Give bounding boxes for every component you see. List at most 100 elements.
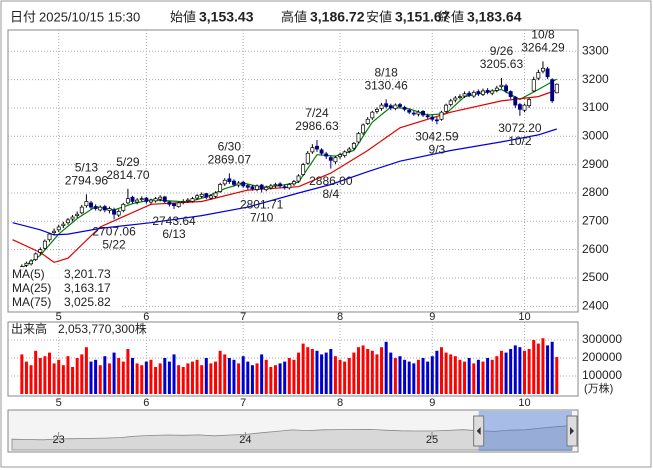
ma-line [12, 89, 558, 264]
candle-body [125, 198, 130, 204]
volume-bar [154, 367, 158, 394]
candle-body [365, 118, 370, 124]
candle-body [144, 197, 149, 202]
legend-value: 3,025.82 [64, 295, 111, 309]
volume-bar [315, 350, 319, 394]
y-tick-label: 3300 [582, 43, 609, 57]
volume-bar [476, 359, 480, 394]
candle-body [208, 195, 213, 199]
candle-body [204, 193, 209, 198]
volume-bar [75, 358, 79, 394]
candle-body [167, 201, 172, 205]
volume-bar [509, 349, 513, 394]
candle-body [70, 216, 75, 220]
candle-body [135, 199, 140, 203]
volume-bar [467, 358, 471, 394]
y-tick-label: 2400 [582, 299, 609, 313]
volume-bar [347, 358, 351, 394]
volume-bar [172, 354, 176, 394]
candle-body [121, 203, 126, 211]
volume-bar [237, 363, 241, 394]
volume-bar [52, 363, 56, 394]
volume-bar [458, 359, 462, 394]
candle-body [268, 185, 273, 189]
candle-body [430, 116, 435, 120]
candle-body [351, 143, 356, 149]
legend-value: 3,163.17 [64, 281, 111, 295]
volume-bar [523, 350, 527, 394]
volume-bar [241, 356, 245, 394]
candle-body [107, 208, 112, 211]
candle-body [213, 192, 218, 197]
volume-bar [499, 350, 503, 394]
annotation-date: 5/22 [102, 237, 126, 251]
volume-bar [352, 352, 356, 394]
candle-body [250, 186, 255, 190]
candle-body [79, 206, 84, 214]
header-label: 終値 [438, 9, 464, 24]
candle-body [232, 180, 236, 185]
candle-body [264, 186, 269, 190]
y-tick-label: 3000 [582, 128, 609, 142]
candle-body [425, 115, 430, 118]
candle-body [421, 110, 425, 116]
candle-body [476, 91, 481, 95]
volume-bar [555, 357, 559, 394]
y-tick-label: 2700 [582, 213, 609, 227]
volume-bar [449, 354, 453, 394]
candle-body [471, 92, 476, 97]
y-tick-label: 3200 [582, 72, 609, 86]
volume-bar [181, 367, 185, 394]
annotation-value: 3205.63 [480, 57, 524, 71]
legend-name: MA(5) [12, 267, 45, 281]
y-tick-label: 200000 [582, 350, 622, 364]
candle-body [545, 68, 550, 78]
navigator-area [11, 425, 573, 451]
candle-body [347, 148, 352, 152]
annotation-date: 8/4 [322, 187, 339, 201]
candle-body [291, 181, 296, 185]
volume-bar [527, 349, 531, 394]
volume-bar [513, 345, 517, 394]
annotation-date: 9/3 [429, 142, 446, 156]
candle-body [550, 79, 555, 102]
candle-body [527, 99, 532, 107]
candle-body [398, 104, 402, 107]
y-tick-label: 300000 [582, 332, 622, 346]
header-label: 始値 [170, 9, 196, 24]
volume-bar [297, 352, 301, 394]
candle-body [222, 179, 227, 185]
volume-bar [389, 352, 393, 394]
candle-body [61, 223, 66, 226]
candle-body [255, 185, 259, 190]
volume-bar [80, 354, 84, 394]
candle-body [536, 72, 541, 79]
volume-bar [283, 361, 287, 394]
candle-body [218, 184, 223, 192]
volume-bar [223, 354, 227, 394]
header-label: 安値 [366, 9, 392, 24]
price-panel [7, 29, 579, 313]
x-tick-label: 24 [239, 434, 251, 446]
candle-body [356, 133, 361, 143]
candle-body [388, 105, 393, 109]
candle-body [485, 90, 490, 93]
volume-bar [38, 358, 42, 394]
annotation-value: 2886.00 [309, 174, 353, 188]
volume-bar [398, 356, 402, 394]
candle-body [158, 196, 163, 200]
navigator-selection [478, 411, 572, 451]
handle-arrow [570, 427, 574, 435]
header: 日付 2025/10/15 15:30 [10, 9, 140, 24]
candle-body [324, 153, 329, 157]
volume-bar [204, 358, 208, 394]
volume-bar [532, 340, 536, 394]
candle-body [153, 198, 158, 202]
volume-bar [232, 359, 236, 394]
volume-title: 出来高 [11, 321, 47, 336]
volume-bar [310, 349, 314, 394]
candle-body [190, 198, 195, 202]
volume-bar [273, 365, 277, 394]
volume-bar [57, 359, 61, 394]
x-tick-label: 5 [56, 311, 62, 323]
